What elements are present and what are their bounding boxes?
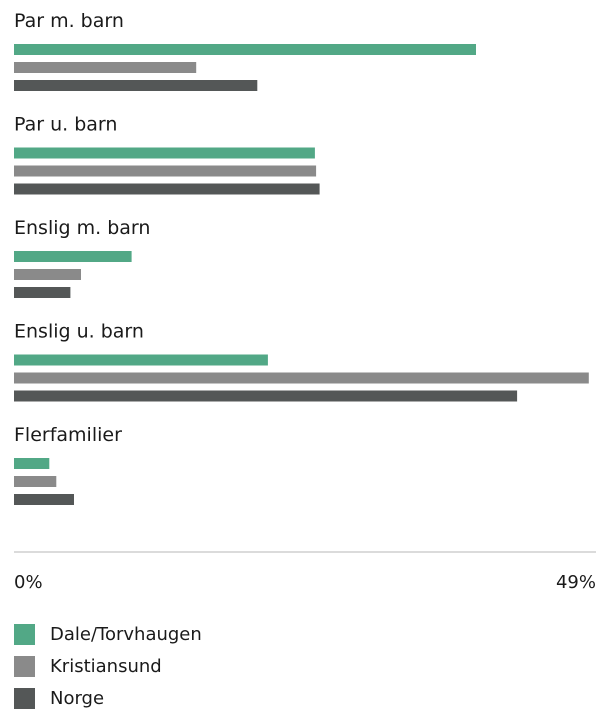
bar-flerfamilier-kristiansund (14, 476, 57, 487)
bar-par-u-barn-kristiansund (14, 165, 317, 177)
bar-par-u-barn-norge (14, 183, 320, 195)
category-label-par-u-barn: Par u. barn (14, 114, 117, 136)
bar-enslig-m-barn-kristiansund (14, 269, 81, 280)
bar-enslig-u-barn-kristiansund (14, 372, 589, 384)
bar-enslig-m-barn-dale-torvhaugen (14, 251, 132, 262)
bar-par-m-barn-dale-torvhaugen (14, 44, 476, 55)
legend-swatch-dale-torvhaugen (14, 624, 35, 645)
legend-swatch-kristiansund (14, 656, 35, 677)
category-label-flerfamilier: Flerfamilier (14, 424, 122, 446)
bar-enslig-u-barn-norge (14, 390, 518, 402)
category-label-enslig-u-barn: Enslig u. barn (14, 321, 144, 343)
bar-par-m-barn-kristiansund (14, 62, 197, 73)
legend-swatch-norge (14, 688, 35, 709)
legend: Dale/Torvhaugen Kristiansund Norge (14, 624, 202, 709)
x-tick-label-min: 0% (14, 572, 43, 593)
x-tick-label-max: 49% (556, 572, 596, 593)
legend-label-kristiansund: Kristiansund (50, 656, 162, 677)
bars-layer: Par m. barn Par u. barn Enslig m. barn Ensl… (14, 10, 589, 505)
bar-par-m-barn-norge (14, 80, 258, 91)
category-label-enslig-m-barn: Enslig m. barn (14, 217, 150, 239)
bar-enslig-m-barn-norge (14, 287, 71, 298)
legend-label-dale-torvhaugen: Dale/Torvhaugen (50, 624, 202, 645)
category-label-par-m-barn: Par m. barn (14, 10, 124, 32)
bar-par-u-barn-dale-torvhaugen (14, 147, 315, 159)
legend-label-norge: Norge (50, 688, 104, 709)
bar-flerfamilier-dale-torvhaugen (14, 458, 50, 469)
bar-flerfamilier-norge (14, 494, 74, 505)
bar-enslig-u-barn-dale-torvhaugen (14, 354, 268, 366)
